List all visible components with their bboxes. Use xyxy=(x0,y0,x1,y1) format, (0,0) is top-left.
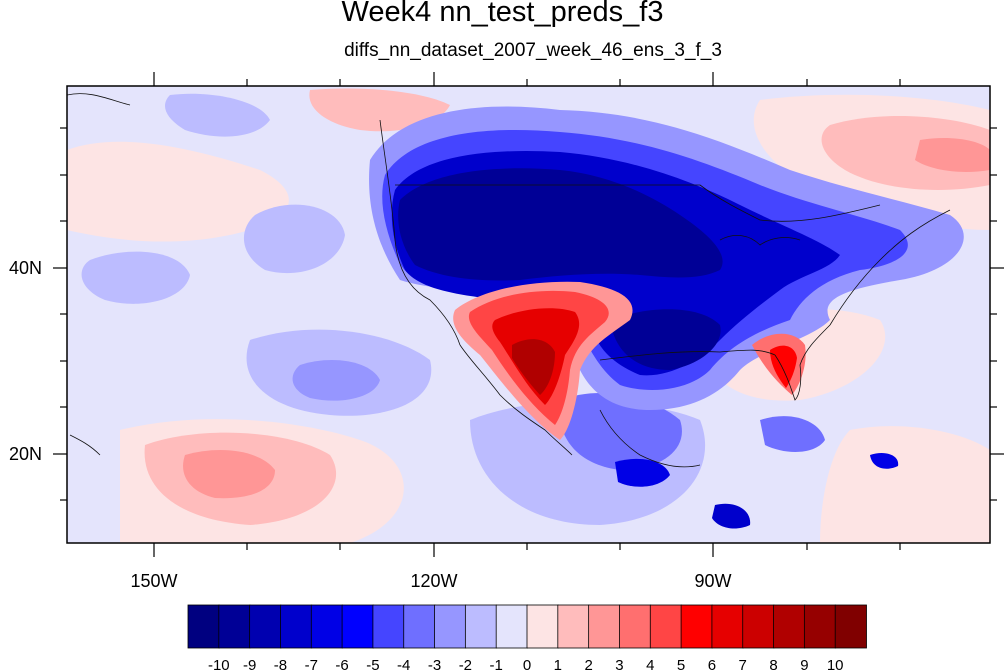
colorbar-label: -1 xyxy=(490,657,503,672)
colorbar-swatch xyxy=(649,604,682,649)
blue-patch-carib-2 xyxy=(712,503,751,529)
colorbar-swatch xyxy=(834,604,867,649)
lat-label-20n: 20N xyxy=(9,444,42,464)
anomaly-field xyxy=(67,86,990,543)
west-coast xyxy=(379,119,461,346)
colorbar-swatch xyxy=(557,604,590,649)
colorbar-label: -9 xyxy=(243,657,256,672)
red-patch-pacific-core xyxy=(183,450,275,499)
colorbar-swatch xyxy=(711,604,744,649)
lon-label-90w: 90W xyxy=(694,571,731,591)
colorbar-label: -8 xyxy=(274,657,287,672)
blue-patch-1 xyxy=(243,204,345,274)
colorbar-swatch xyxy=(310,604,343,649)
colorbar-label: 1 xyxy=(554,657,562,672)
great-lakes xyxy=(719,235,801,246)
colorbar-label: -4 xyxy=(397,657,410,672)
blue-patch-carib-3 xyxy=(870,453,899,469)
colorbar-swatch xyxy=(495,604,528,649)
florida-coast xyxy=(774,324,831,401)
mexico-gulf-coast xyxy=(599,409,701,468)
lon-label-120w: 120W xyxy=(410,571,457,591)
lon-label-150w: 150W xyxy=(130,571,177,591)
colorbar-swatch xyxy=(249,604,282,649)
blue-patch-mexico xyxy=(559,392,682,470)
colorbar-label: -10 xyxy=(208,657,230,672)
florida-red-core xyxy=(770,345,797,388)
canada-border xyxy=(395,184,881,222)
colorbar-label: -7 xyxy=(305,657,318,672)
colorbar-label: 7 xyxy=(739,657,747,672)
colorbar-swatch xyxy=(588,604,621,649)
colorbar-swatch xyxy=(803,604,837,649)
colorbar-label: 6 xyxy=(708,657,716,672)
blue-anomaly-deep xyxy=(398,168,723,281)
colorbar-swatch xyxy=(680,604,713,649)
colorbar-swatch xyxy=(464,604,498,649)
colorbar-label: -3 xyxy=(428,657,441,672)
colorbar-label: -6 xyxy=(335,657,348,672)
east-coast xyxy=(829,209,951,326)
colorbar-swatch xyxy=(187,604,220,649)
colorbar-label: 5 xyxy=(677,657,685,672)
red-patch-northeast xyxy=(821,115,990,190)
colorbar-label: 9 xyxy=(800,657,808,672)
blue-patch-6 xyxy=(165,93,270,137)
colorbar-label: 4 xyxy=(646,657,654,672)
colorbar-label: 0 xyxy=(523,657,531,672)
colorbar-swatch xyxy=(403,604,436,649)
gulf-coast xyxy=(599,349,776,361)
alaska-coast xyxy=(67,93,131,106)
coastlines xyxy=(67,93,951,468)
colorbar-swatch xyxy=(218,604,251,649)
lat-label-40n: 40N xyxy=(9,258,42,278)
pink-patch-se xyxy=(820,426,990,543)
blue-patch-2 xyxy=(81,251,190,304)
colorbar-label: 10 xyxy=(827,657,844,672)
red-patch-north xyxy=(309,88,450,132)
baja-coast xyxy=(459,344,573,456)
axis-ticks xyxy=(53,72,1004,557)
chart-subtitle: diffs_nn_dataset_2007_week_46_ens_3_f_3 xyxy=(344,40,722,61)
colorbar-swatch xyxy=(742,604,775,649)
blue-patch-carib-1 xyxy=(615,458,670,487)
colorbar-label: -5 xyxy=(366,657,379,672)
colorbar-swatch xyxy=(434,604,467,649)
blue-anomaly-deep-south xyxy=(610,309,721,370)
blue-patch-carib-4 xyxy=(760,416,825,452)
chart-title: Week4 nn_test_preds_f3 xyxy=(341,0,664,28)
colorbar-swatch xyxy=(372,604,405,649)
colorbar-swatch xyxy=(619,604,652,649)
colorbar-swatch xyxy=(280,604,313,649)
red-anomaly-deep xyxy=(512,339,555,395)
hawaii xyxy=(69,434,101,456)
colorbar: -10 -9 -8 -7 -6 -5 -4 -3 -2 -1 0 1 2 3 4 5 6 7 8 9 10 xyxy=(187,604,867,672)
colorbar-swatch xyxy=(341,604,374,649)
blue-patch-4 xyxy=(292,360,380,401)
red-patch-ne-core xyxy=(915,138,990,172)
colorbar-label: 3 xyxy=(615,657,623,672)
colorbar-label: 8 xyxy=(769,657,777,672)
colorbar-label: -2 xyxy=(459,657,472,672)
colorbar-swatch xyxy=(526,604,559,649)
colorbar-swatch xyxy=(773,604,806,649)
colorbar-label: 2 xyxy=(584,657,592,672)
pink-patch-west xyxy=(67,141,289,242)
